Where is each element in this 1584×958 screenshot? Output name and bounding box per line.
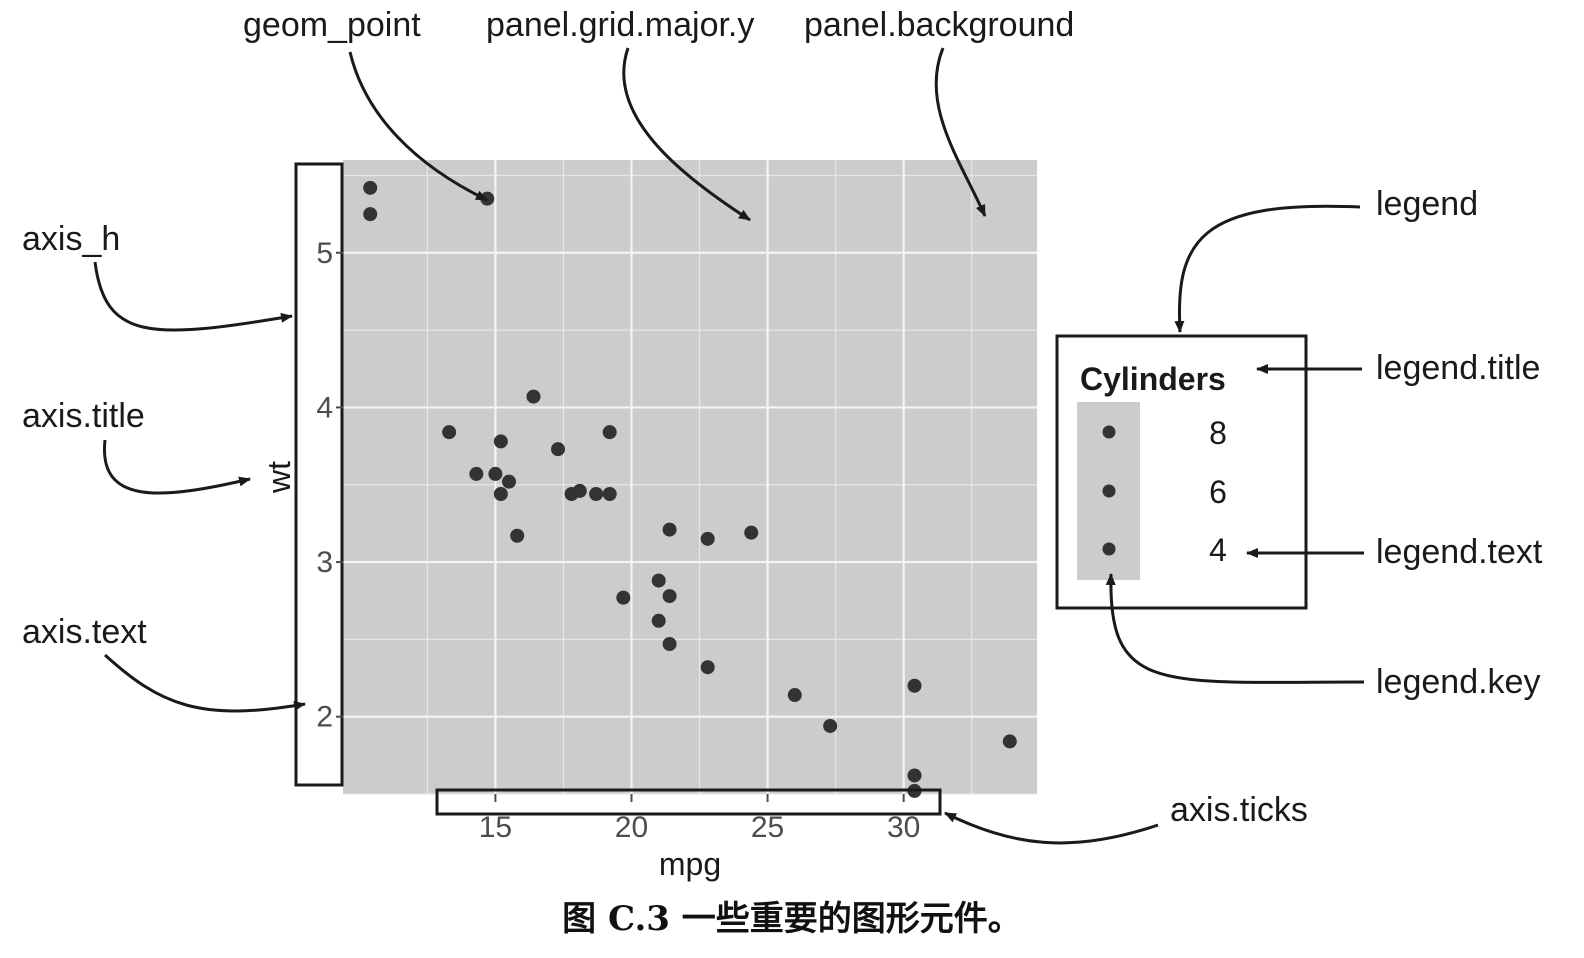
data-point xyxy=(616,590,631,605)
y-tick-label: 3 xyxy=(316,546,333,579)
y-tick-label: 4 xyxy=(316,391,333,424)
data-point xyxy=(602,425,617,440)
legend-key-8 xyxy=(1102,425,1116,439)
x-axis-ticks: 15 20 25 30 xyxy=(479,794,920,844)
arrow-axis-ticks xyxy=(944,811,1159,845)
legend-box xyxy=(1055,334,1308,610)
label-panel-background: panel.background xyxy=(804,6,1074,44)
data-point xyxy=(551,442,566,457)
arrow-legend-key xyxy=(1105,573,1365,684)
label-axis-ticks: axis.ticks xyxy=(1170,791,1308,829)
data-point xyxy=(469,466,484,481)
data-point xyxy=(907,678,922,693)
y-axis-title: wt xyxy=(261,461,297,494)
data-point xyxy=(662,589,677,604)
arrow-geom-point xyxy=(348,51,488,202)
label-legend-text: legend.text xyxy=(1376,533,1543,571)
data-point xyxy=(572,483,587,498)
data-point xyxy=(363,207,378,222)
y-tick-label: 5 xyxy=(316,237,333,270)
label-legend-key: legend.key xyxy=(1376,663,1540,701)
data-point xyxy=(502,474,517,489)
data-point xyxy=(700,660,715,675)
data-point xyxy=(651,573,666,588)
arrow-axis-h xyxy=(93,261,293,332)
y-tick-label: 2 xyxy=(316,701,333,734)
data-point xyxy=(907,768,922,783)
data-point xyxy=(700,531,715,546)
label-geom-point: geom_point xyxy=(243,6,421,44)
x-tick-label: 30 xyxy=(887,811,920,844)
label-axis-h: axis_h xyxy=(22,220,120,258)
y-axis-ticks: 2 3 4 5 xyxy=(316,237,343,734)
arrow-panel-grid-major-y xyxy=(622,47,751,222)
axis-ticks-box xyxy=(435,788,942,816)
arrow-axis-title xyxy=(103,439,251,495)
data-point xyxy=(823,718,838,733)
data-point xyxy=(602,487,617,502)
x-axis-title: mpg xyxy=(659,846,721,882)
legend-key-4 xyxy=(1102,542,1116,556)
axis-h-box xyxy=(294,162,344,787)
arrow-panel-background xyxy=(934,47,987,217)
x-tick-label: 20 xyxy=(615,811,648,844)
label-axis-text: axis.text xyxy=(22,613,147,651)
data-point xyxy=(510,528,525,543)
data-point xyxy=(744,525,759,540)
data-point xyxy=(589,487,604,502)
label-legend-title: legend.title xyxy=(1376,349,1540,387)
x-tick-label: 15 xyxy=(479,811,512,844)
data-point xyxy=(493,487,508,502)
panel-grid xyxy=(343,160,1037,795)
data-point xyxy=(662,522,677,537)
data-point xyxy=(493,434,508,449)
panel-background xyxy=(343,160,1037,794)
label-panel-grid-major-y: panel.grid.major.y xyxy=(486,6,754,44)
data-point xyxy=(1002,734,1017,749)
legend-title: Cylinders xyxy=(1080,361,1226,397)
geom-points xyxy=(363,180,1017,798)
label-axis-title: axis.title xyxy=(22,397,145,435)
data-point xyxy=(662,637,677,652)
legend-text-6: 6 xyxy=(1209,474,1227,510)
legend-text-8: 8 xyxy=(1209,415,1227,451)
legend-text-4: 4 xyxy=(1209,532,1227,568)
data-point xyxy=(526,389,541,404)
arrow-legend xyxy=(1174,204,1361,333)
x-tick-label: 25 xyxy=(751,811,784,844)
arrow-axis-text xyxy=(103,653,306,713)
data-point xyxy=(488,466,503,481)
data-point xyxy=(651,613,666,628)
legend-key-6 xyxy=(1102,484,1116,498)
data-point xyxy=(787,688,802,703)
data-point xyxy=(442,425,457,440)
figure-caption: 图 C.3 一些重要的图形元件。 xyxy=(562,899,1022,939)
data-point xyxy=(363,180,378,195)
label-legend: legend xyxy=(1376,185,1478,223)
